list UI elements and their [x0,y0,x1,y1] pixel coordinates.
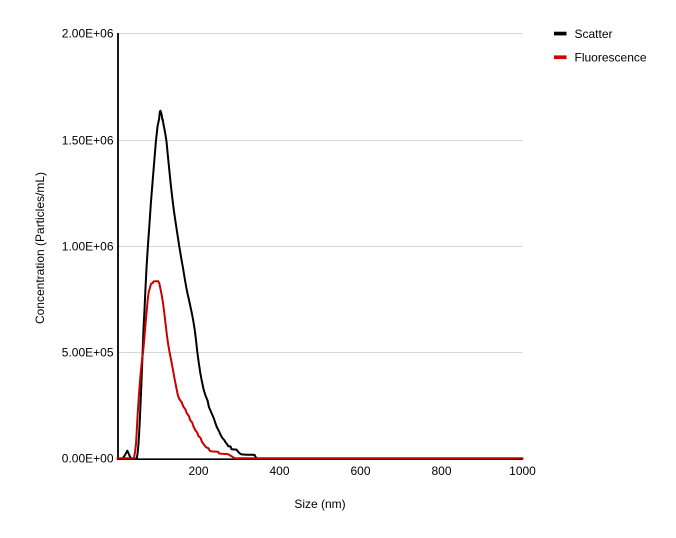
svg-text:5.00E+05: 5.00E+05 [62,345,114,359]
svg-text:Fluorescence: Fluorescence [575,51,647,65]
svg-text:Concentration (Particles/mL): Concentration (Particles/mL) [33,172,47,324]
svg-text:400: 400 [269,464,289,478]
svg-text:200: 200 [188,464,208,478]
svg-text:0.00E+00: 0.00E+00 [62,452,114,466]
svg-text:1.50E+06: 1.50E+06 [62,133,114,147]
svg-text:800: 800 [431,464,451,478]
svg-text:1.00E+06: 1.00E+06 [62,239,114,253]
svg-text:600: 600 [350,464,370,478]
svg-text:1000: 1000 [509,464,536,478]
svg-text:Size (nm): Size (nm) [294,497,345,511]
svg-text:Scatter: Scatter [575,27,613,41]
svg-text:2.00E+06: 2.00E+06 [62,26,114,40]
